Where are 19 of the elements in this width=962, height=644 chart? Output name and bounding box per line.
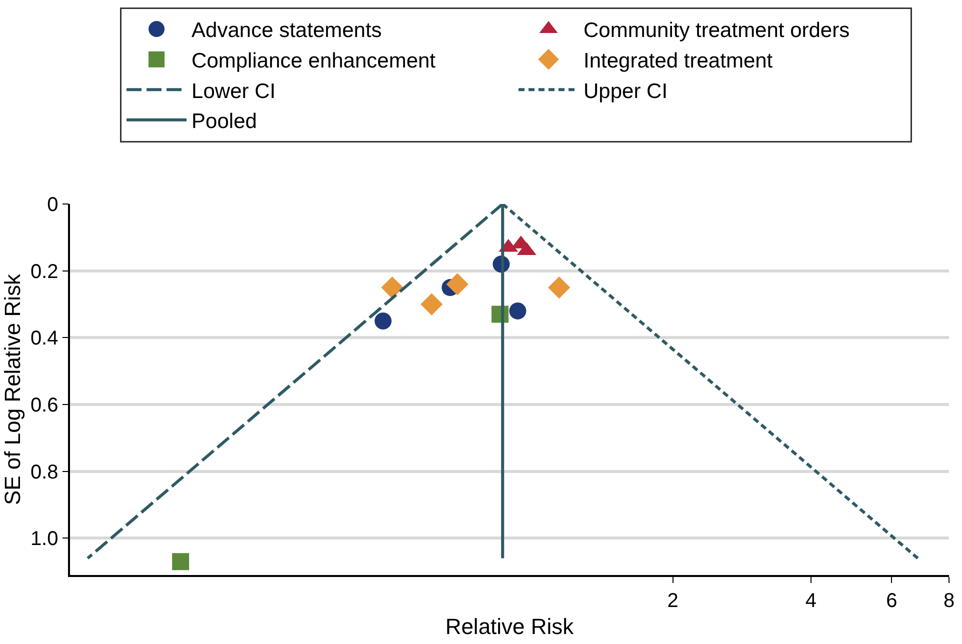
y-tick-label: 0.2: [30, 260, 58, 283]
x-tick-label: 8: [943, 590, 955, 612]
y-tick-label: 0: [47, 194, 58, 216]
y-tick-label: 0.4: [30, 328, 58, 350]
legend-label: Community treatment orders: [584, 19, 850, 42]
legend-label: Lower CI: [192, 80, 276, 103]
y-tick-label: 0.8: [30, 461, 58, 484]
legend-label: Pooled: [192, 110, 257, 134]
y-axis-title: SE of Log Relative Risk: [0, 272, 25, 506]
legend-label: Integrated treatment: [584, 50, 773, 73]
x-tick-label: 4: [805, 590, 816, 612]
y-tick-label: 0.6: [30, 394, 58, 417]
x-tick-label: 6: [886, 590, 898, 612]
legend-label: Advance statements: [192, 19, 382, 42]
y-tick-label: 1.0: [30, 528, 58, 550]
x-axis-title: Relative Risk: [445, 614, 575, 640]
legend-label: Upper CI: [584, 80, 668, 103]
legend-label: Compliance enhancement: [192, 50, 436, 73]
x-tick-label: 2: [667, 590, 678, 612]
